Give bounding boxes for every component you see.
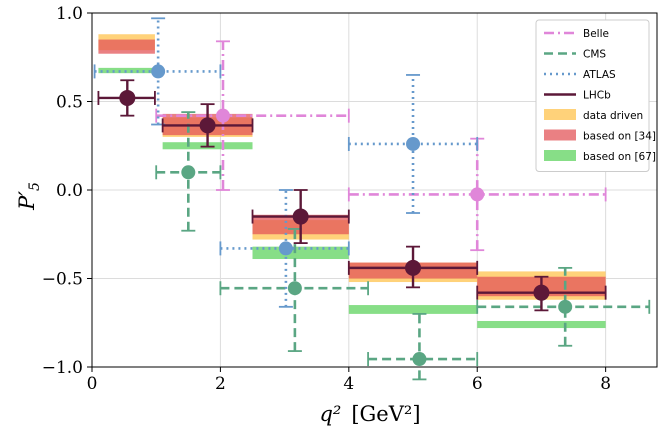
data-point	[347, 74, 479, 214]
x-axis-label: q² [GeV²]	[319, 402, 420, 426]
data-marker	[533, 284, 550, 301]
legend-item-lhcb: LHCb	[544, 90, 611, 102]
legend-item-cms: CMS	[544, 49, 606, 61]
legend-item-based-on-34: based on [34]	[544, 129, 656, 143]
y-tick-label: 0.0	[56, 181, 83, 201]
data-marker	[406, 136, 421, 151]
x-tick-label: 8	[600, 374, 611, 394]
theory-bands	[98, 34, 606, 329]
data-point	[476, 266, 651, 347]
data-point	[476, 275, 607, 312]
legend-label: LHCb	[583, 90, 611, 102]
band-bin	[98, 39, 155, 54]
data-series	[93, 17, 651, 381]
band-bin	[252, 246, 349, 260]
series-atlas	[93, 17, 479, 308]
data-point	[367, 312, 479, 381]
x-axis-variable: q²	[319, 402, 341, 426]
x-axis-unit: [GeV²]	[351, 402, 420, 426]
legend-label: Belle	[583, 28, 609, 40]
legend-item-belle: Belle	[544, 28, 609, 40]
data-point	[93, 17, 222, 126]
x-tick-label: 4	[343, 374, 354, 394]
data-point	[347, 137, 607, 252]
data-point	[347, 245, 479, 289]
legend: Belle CMS ATLAS LHCb data driven based on [34…	[535, 19, 656, 172]
legend-item-data-driven: data driven	[544, 109, 643, 122]
data-marker	[119, 89, 136, 106]
data-marker	[199, 117, 216, 134]
x-tick-label: 0	[87, 374, 98, 394]
data-marker	[412, 352, 427, 367]
data-marker	[151, 64, 166, 79]
data-marker	[470, 187, 485, 202]
axis-ticks: 0 2 4 6 8 −1.0 −0.5 0.0 0.5 1.0	[42, 4, 611, 394]
data-point	[219, 228, 369, 352]
legend-item-based-on-67: based on [67]	[544, 150, 656, 163]
y-tick-label: −1.0	[42, 358, 83, 378]
data-marker	[181, 165, 196, 180]
y-tick-label: 1.0	[56, 4, 83, 24]
y-axis-label: P′5	[15, 182, 43, 211]
data-marker	[558, 299, 573, 314]
legend-label: ATLAS	[583, 69, 616, 81]
data-point	[161, 103, 254, 148]
band-data-driven	[98, 34, 606, 300]
band-bin	[98, 67, 155, 74]
y-axis-subscript: 5	[27, 182, 43, 191]
data-point	[251, 189, 350, 245]
y-tick-label: 0.5	[56, 93, 83, 113]
legend-swatch	[544, 150, 576, 161]
data-point	[219, 189, 350, 308]
data-point	[97, 79, 156, 117]
legend-swatch	[544, 129, 576, 141]
band-bin	[348, 305, 478, 314]
data-point	[155, 111, 222, 232]
band-bin	[477, 320, 606, 329]
data-marker	[215, 108, 230, 123]
series-belle	[155, 40, 607, 252]
data-marker	[405, 259, 422, 276]
data-marker	[287, 281, 302, 296]
legend-label: based on [67]	[583, 151, 656, 163]
series-lhcb	[97, 79, 607, 312]
legend-label: based on [34]	[583, 131, 656, 143]
x-tick-label: 2	[215, 374, 226, 394]
legend-item-atlas: ATLAS	[544, 69, 616, 81]
data-point	[155, 40, 350, 191]
data-marker	[292, 208, 309, 225]
x-tick-label: 6	[472, 374, 483, 394]
y-tick-label: −0.5	[42, 270, 83, 290]
series-cms	[155, 111, 651, 381]
data-marker	[278, 241, 293, 256]
band-based-on-34	[98, 39, 606, 297]
y-axis-variable: P′	[15, 191, 39, 211]
legend-swatch	[544, 109, 576, 120]
legend-label: data driven	[583, 110, 643, 122]
legend-label: CMS	[583, 49, 606, 61]
